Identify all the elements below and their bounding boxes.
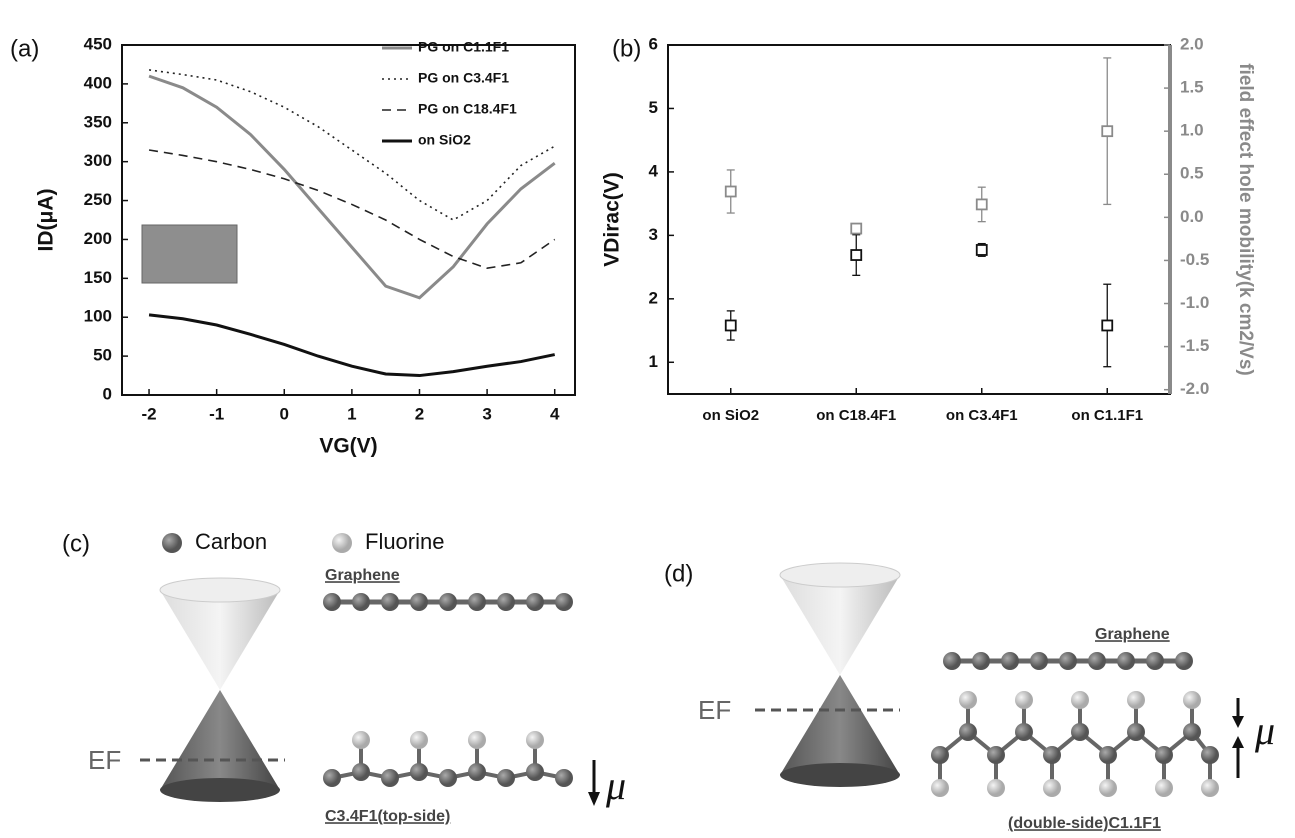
y2-tick-label: 0.5 [1180, 164, 1204, 183]
y2-tick-label: 0.0 [1180, 207, 1204, 226]
dipole-arrowhead [1232, 736, 1244, 748]
y-tick-label: 150 [84, 268, 112, 287]
fermi-label: EF [698, 695, 731, 725]
carbon-icon [162, 533, 182, 553]
upper-cone [780, 575, 900, 675]
marker [975, 198, 988, 211]
layer-label: Graphene [1095, 626, 1170, 643]
dipole-label: μ [605, 763, 626, 808]
diagram-c: (c) Carbon Fluorine EF Graphene μ C3.4F1… [62, 529, 626, 825]
dipole-label: μ [1254, 708, 1275, 753]
y-tick-label: 400 [84, 73, 112, 92]
y2-tick-label: 1.0 [1180, 121, 1204, 140]
marker [975, 244, 988, 256]
marker [724, 185, 737, 198]
panel-label: (d) [664, 560, 693, 587]
cone-top [159, 577, 281, 603]
x-tick-label: 2 [415, 404, 424, 423]
legend-label: on SiO2 [418, 132, 471, 148]
x-axis-title: VG(V) [319, 435, 377, 458]
graphene-chain [323, 593, 573, 611]
diagram-d: (d) EF Graphene μ (double-side)C1.1F1 [664, 560, 1275, 832]
y2-tick-label: -0.5 [1180, 250, 1209, 269]
plot-frame [121, 44, 576, 396]
marker [724, 319, 737, 332]
x-tick-label: on C18.4F1 [816, 407, 896, 424]
y2-tick-label: -1.5 [1180, 336, 1209, 355]
y-tick-label: 6 [649, 34, 658, 53]
y-tick-label: 4 [649, 161, 659, 180]
y-axis-title: ID(μA) [35, 189, 58, 252]
marker [850, 222, 863, 235]
legend-label: Fluorine [365, 529, 444, 554]
panel-label: (a) [10, 35, 39, 62]
y-tick-label: 5 [649, 98, 658, 117]
x-tick-label: 3 [482, 404, 491, 423]
upper-cone [160, 590, 280, 690]
y-tick-label: 0 [103, 384, 112, 403]
y-tick-label: 250 [84, 190, 112, 209]
fluorinated-chain [931, 691, 1219, 797]
x-tick-label: 1 [347, 404, 356, 423]
x-tick-label: 4 [550, 404, 560, 423]
marker [1101, 319, 1114, 332]
y2-tick-label: 1.5 [1180, 78, 1204, 97]
legend-label: PG on C1.1F1 [418, 39, 509, 55]
data-line [148, 69, 556, 221]
y-tick-label: 50 [93, 346, 112, 365]
y-tick-label: 2 [649, 288, 658, 307]
dipole-arrowhead [1232, 716, 1244, 728]
cone-base [160, 778, 280, 802]
lower-cone [780, 675, 900, 775]
marker [1101, 125, 1114, 138]
graphene-chain [943, 652, 1193, 670]
x-tick-label: on C3.4F1 [946, 407, 1018, 424]
y2-tick-label: -2.0 [1180, 379, 1209, 398]
y2-axis-title: field effect hole mobility(k cm2/Vs) [1235, 63, 1256, 376]
y2-tick-label: 2.0 [1180, 34, 1204, 53]
legend-label: Carbon [195, 529, 267, 554]
data-line [148, 313, 556, 378]
cone-top [779, 562, 901, 588]
fermi-label: EF [88, 745, 121, 775]
data-line [148, 149, 556, 270]
y-axis-title: VDirac(V) [601, 172, 624, 267]
panel-label: (c) [62, 530, 90, 557]
data-line [148, 74, 556, 300]
layer-label: C3.4F1(top-side) [325, 808, 450, 825]
layer-label: (double-side)C1.1F1 [1008, 815, 1161, 832]
filled-states [160, 690, 280, 790]
x-tick-label: on C1.1F1 [1071, 407, 1143, 424]
x-tick-label: 0 [280, 404, 289, 423]
x-tick-label: on SiO2 [702, 407, 759, 424]
y-tick-label: 200 [84, 229, 112, 248]
fluorinated-chain [323, 731, 573, 787]
x-tick-label: -2 [141, 404, 156, 423]
legend-label: PG on C18.4F1 [418, 101, 517, 117]
dipole-arrowhead [588, 792, 600, 806]
legend-label: PG on C3.4F1 [418, 70, 509, 86]
panel-label: (b) [612, 35, 641, 62]
y-tick-label: 450 [84, 34, 112, 53]
layer-label: Graphene [325, 567, 400, 584]
y2-tick-label: -1.0 [1180, 293, 1209, 312]
cone-base [780, 763, 900, 787]
y-tick-label: 3 [649, 225, 658, 244]
y-tick-label: 100 [84, 307, 112, 326]
fluorine-icon [332, 533, 352, 553]
y-tick-label: 350 [84, 112, 112, 131]
inset-image [141, 224, 238, 284]
plot-frame [667, 44, 1171, 395]
y-tick-label: 300 [84, 151, 112, 170]
y-tick-label: 1 [649, 352, 658, 371]
marker [850, 249, 863, 261]
x-tick-label: -1 [209, 404, 224, 423]
